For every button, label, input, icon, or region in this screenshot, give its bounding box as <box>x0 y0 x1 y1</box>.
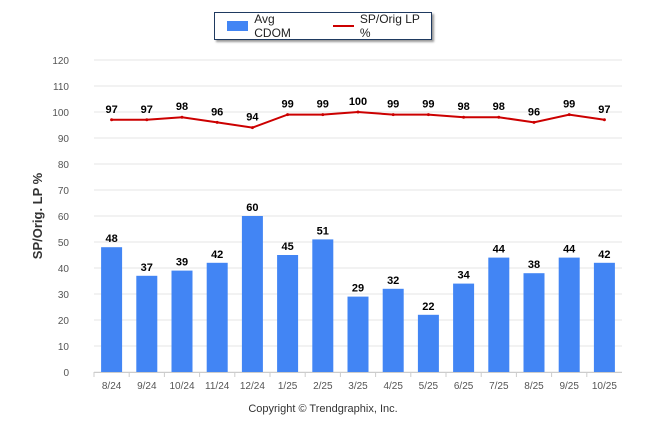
bar <box>488 257 510 372</box>
bar-data-label: 60 <box>246 202 258 214</box>
bar <box>101 247 123 372</box>
x-tick-label: 1/25 <box>278 381 298 392</box>
line-point <box>497 115 501 119</box>
line-point <box>215 120 219 124</box>
line-point <box>145 118 149 122</box>
line-point <box>180 115 184 119</box>
line-point <box>110 118 114 122</box>
line-point <box>532 120 536 124</box>
legend-label: Avg CDOM <box>254 12 291 40</box>
y-tick-label: 0 <box>63 368 69 379</box>
y-axis-label: SP/Orig. LP % <box>30 172 45 259</box>
x-tick-label: 10/24 <box>169 381 194 392</box>
line-data-label: 99 <box>563 99 575 111</box>
y-tick-label: 30 <box>58 290 70 301</box>
x-tick-label: 10/25 <box>592 381 617 392</box>
line-point <box>462 115 466 119</box>
bar-data-label: 22 <box>422 301 434 313</box>
bar-data-label: 42 <box>598 249 610 261</box>
x-tick-label: 2/25 <box>313 381 333 392</box>
line-data-label: 99 <box>387 99 399 111</box>
line-data-label: 98 <box>176 101 188 113</box>
y-tick-label: 60 <box>58 212 70 223</box>
y-tick-label: 90 <box>58 134 70 145</box>
line-data-label: 97 <box>598 104 610 116</box>
legend-label: SP/Orig LP % <box>359 12 420 40</box>
y-tick-label: 20 <box>58 316 70 327</box>
line-point <box>391 113 395 117</box>
line-data-label: 99 <box>281 99 293 111</box>
line-data-label: 96 <box>211 106 223 118</box>
bar-data-label: 34 <box>457 270 470 282</box>
legend-item-sp-orig-lp[interactable]: SP/Orig LP % <box>325 12 431 40</box>
bar-data-label: 44 <box>563 244 576 256</box>
bar-data-label: 48 <box>105 233 117 245</box>
bar-data-label: 51 <box>317 225 329 237</box>
x-tick-label: 6/25 <box>454 381 474 392</box>
bar-data-label: 32 <box>387 275 399 287</box>
y-tick-label: 50 <box>58 238 70 249</box>
line-point <box>356 110 360 114</box>
bar <box>347 296 369 372</box>
line-data-label: 97 <box>141 104 153 116</box>
line-point <box>286 113 290 117</box>
line-data-label: 98 <box>457 101 469 113</box>
line-point <box>321 113 325 117</box>
x-tick-label: 8/25 <box>524 381 544 392</box>
y-tick-label: 110 <box>53 82 69 93</box>
x-tick-label: 7/25 <box>489 381 509 392</box>
bar-data-label: 39 <box>176 257 188 269</box>
bar-data-label: 29 <box>352 283 364 295</box>
legend: Avg CDOM SP/Orig LP % <box>214 12 432 40</box>
y-tick-label: 40 <box>58 264 70 275</box>
legend-bar-swatch <box>227 21 249 31</box>
legend-item-avg-cdom[interactable]: Avg CDOM <box>227 12 313 40</box>
line-point <box>250 126 254 130</box>
line-data-label: 97 <box>105 104 117 116</box>
bar-data-label: 44 <box>493 244 506 256</box>
line-data-label: 94 <box>246 112 259 124</box>
bar <box>136 275 158 372</box>
bar <box>593 262 615 372</box>
bar <box>312 239 334 372</box>
bar <box>206 262 228 372</box>
x-tick-label: 12/24 <box>240 381 265 392</box>
x-tick-label: 5/25 <box>419 381 439 392</box>
x-tick-label: 3/25 <box>348 381 368 392</box>
x-tick-label: 11/24 <box>205 381 230 392</box>
copyright: Copyright © Trendgraphix, Inc. <box>248 403 398 415</box>
line-point <box>602 118 606 122</box>
bar-data-label: 42 <box>211 249 223 261</box>
y-tick-label: 100 <box>52 108 69 119</box>
line-data-label: 96 <box>528 106 540 118</box>
bar <box>277 255 299 372</box>
bar <box>523 273 545 372</box>
x-tick-label: 4/25 <box>383 381 403 392</box>
bar <box>453 283 475 372</box>
line-data-label: 99 <box>317 99 329 111</box>
bar-data-label: 45 <box>281 241 293 253</box>
x-tick-label: 9/24 <box>137 381 157 392</box>
legend-line-swatch <box>332 25 354 27</box>
bar-data-label: 37 <box>141 262 153 274</box>
x-tick-label: 8/24 <box>102 381 122 392</box>
bar-data-label: 38 <box>528 259 540 271</box>
bar <box>558 257 580 372</box>
line-data-label: 100 <box>349 96 367 108</box>
bar <box>171 270 193 372</box>
bar <box>417 314 439 372</box>
y-tick-label: 80 <box>58 160 70 171</box>
bar <box>241 216 263 372</box>
y-tick-label: 10 <box>58 342 70 353</box>
line-point <box>567 113 571 117</box>
line-data-label: 99 <box>422 99 434 111</box>
y-tick-label: 120 <box>52 56 69 67</box>
y-tick-label: 70 <box>58 186 70 197</box>
line-data-label: 98 <box>493 101 505 113</box>
x-tick-label: 9/25 <box>559 381 579 392</box>
line-point <box>426 113 430 117</box>
bar <box>382 288 404 372</box>
